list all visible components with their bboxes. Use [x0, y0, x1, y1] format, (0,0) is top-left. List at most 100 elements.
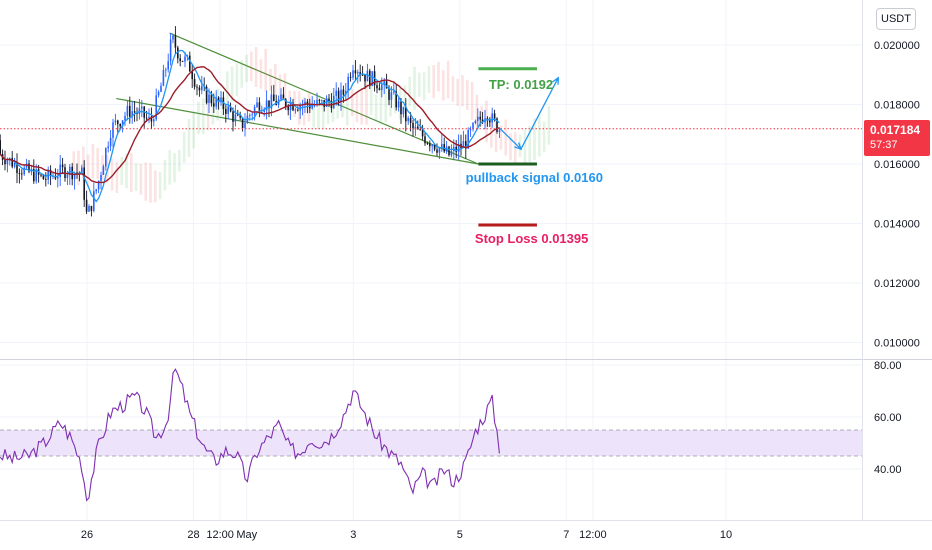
candle-body [376, 85, 378, 89]
candle-body [215, 97, 218, 107]
time-tick-label: 12:00 [579, 529, 607, 541]
cloud-segment [538, 116, 541, 157]
candle-body [309, 105, 311, 109]
trade-levels[interactable] [478, 67, 537, 227]
cloud-segment [139, 163, 143, 195]
cloud-segment [110, 158, 114, 191]
cloud-segment [418, 72, 421, 97]
candle-body [107, 146, 110, 149]
rsi-axis[interactable]: 80.00 60.00 40.00 [874, 360, 902, 476]
candle-body [184, 56, 186, 62]
candle-body [340, 89, 342, 102]
cloud-segment [149, 163, 152, 203]
cloud-segment [485, 100, 488, 143]
candle-body [318, 99, 321, 101]
cloud-segment [466, 79, 469, 110]
time-tick-label: 5 [457, 529, 463, 541]
projection-arrowheads [514, 76, 560, 151]
candle-body [400, 101, 402, 115]
candle-body [179, 58, 182, 61]
candle-body [88, 205, 90, 212]
cloud-segment [514, 132, 517, 165]
cloud-segment [413, 66, 416, 110]
rsi-tick-label: 60.00 [874, 412, 902, 424]
candle-body [261, 112, 263, 113]
cloud-segment [283, 73, 287, 109]
price-axis[interactable]: 0.020000 0.018000 0.016000 0.014000 0.012000… [874, 40, 920, 350]
rsi-pane [0, 368, 862, 502]
cloud-segment [542, 121, 546, 152]
cloud-segment [422, 72, 426, 101]
candle-body [304, 101, 306, 106]
cloud-segment [134, 163, 138, 191]
candle-body [160, 85, 162, 92]
cloud-segment [509, 133, 512, 161]
candle-body [81, 167, 83, 174]
cloud-segment [72, 151, 76, 173]
candle-body [11, 158, 14, 167]
candle-body [433, 145, 436, 150]
candle-body [489, 120, 491, 123]
cloud-segment [442, 70, 445, 101]
candle-body [40, 174, 42, 176]
cloud-segment [341, 93, 344, 118]
stop-loss-label: Stop Loss 0.01395 [475, 231, 588, 246]
candle-body [352, 70, 354, 78]
candle-body [169, 39, 172, 62]
candle-body [467, 130, 470, 149]
candle-body [369, 70, 371, 86]
candle-body [429, 143, 431, 147]
candle-body [71, 166, 74, 180]
price-tick-label: 0.016000 [874, 159, 920, 171]
cloud-segment [432, 65, 436, 99]
candle-body [114, 120, 117, 123]
candle-body [13, 163, 16, 167]
cloud-segment [490, 114, 493, 148]
bar-countdown: 57:37 [870, 139, 898, 151]
candle-body [436, 149, 438, 153]
candle-body [282, 94, 285, 100]
candle-body [191, 71, 194, 80]
candle-body [0, 140, 2, 155]
time-axis[interactable]: 26 28 12:00 May 3 5 7 12:00 10 [0, 520, 932, 542]
cloud-segment [77, 150, 80, 186]
cloud-segment [394, 91, 397, 114]
candle-body [109, 137, 112, 147]
candle-body [193, 79, 196, 87]
cloud-segment [384, 82, 388, 123]
candle-body [395, 91, 398, 108]
candle-body [196, 86, 198, 88]
currency-unit-button[interactable]: USDT [876, 8, 916, 30]
cloud-segment [374, 94, 378, 122]
candle-body [388, 88, 390, 100]
rsi-line [0, 368, 500, 502]
cloud-segment [82, 146, 85, 180]
candle-body [455, 146, 458, 153]
candle-body [189, 55, 191, 72]
cloud-segment [322, 100, 325, 129]
candle-body [227, 106, 230, 115]
cloud-segment [346, 89, 349, 126]
candle-body [256, 102, 258, 108]
cloud-segment [278, 74, 282, 100]
candle-body [253, 107, 256, 115]
cloud-segment [264, 49, 268, 92]
candle-body [297, 109, 299, 111]
wedge-trendline [169, 32, 479, 165]
cloud-segment [163, 159, 167, 191]
candle-body [42, 174, 45, 180]
wedge-trendlines[interactable] [116, 32, 479, 165]
cloud-segment [312, 100, 316, 128]
candle-body [131, 111, 134, 117]
candle-body [311, 105, 314, 109]
wedge-trendline [116, 97, 479, 165]
time-tick-label: 3 [350, 529, 356, 541]
candle-body [342, 89, 345, 95]
tenkan-line [0, 49, 500, 203]
candle-body [292, 102, 294, 111]
cloud-segment [456, 78, 460, 106]
candle-body [251, 114, 254, 116]
candle-body [133, 111, 136, 113]
candle-body [239, 115, 242, 118]
